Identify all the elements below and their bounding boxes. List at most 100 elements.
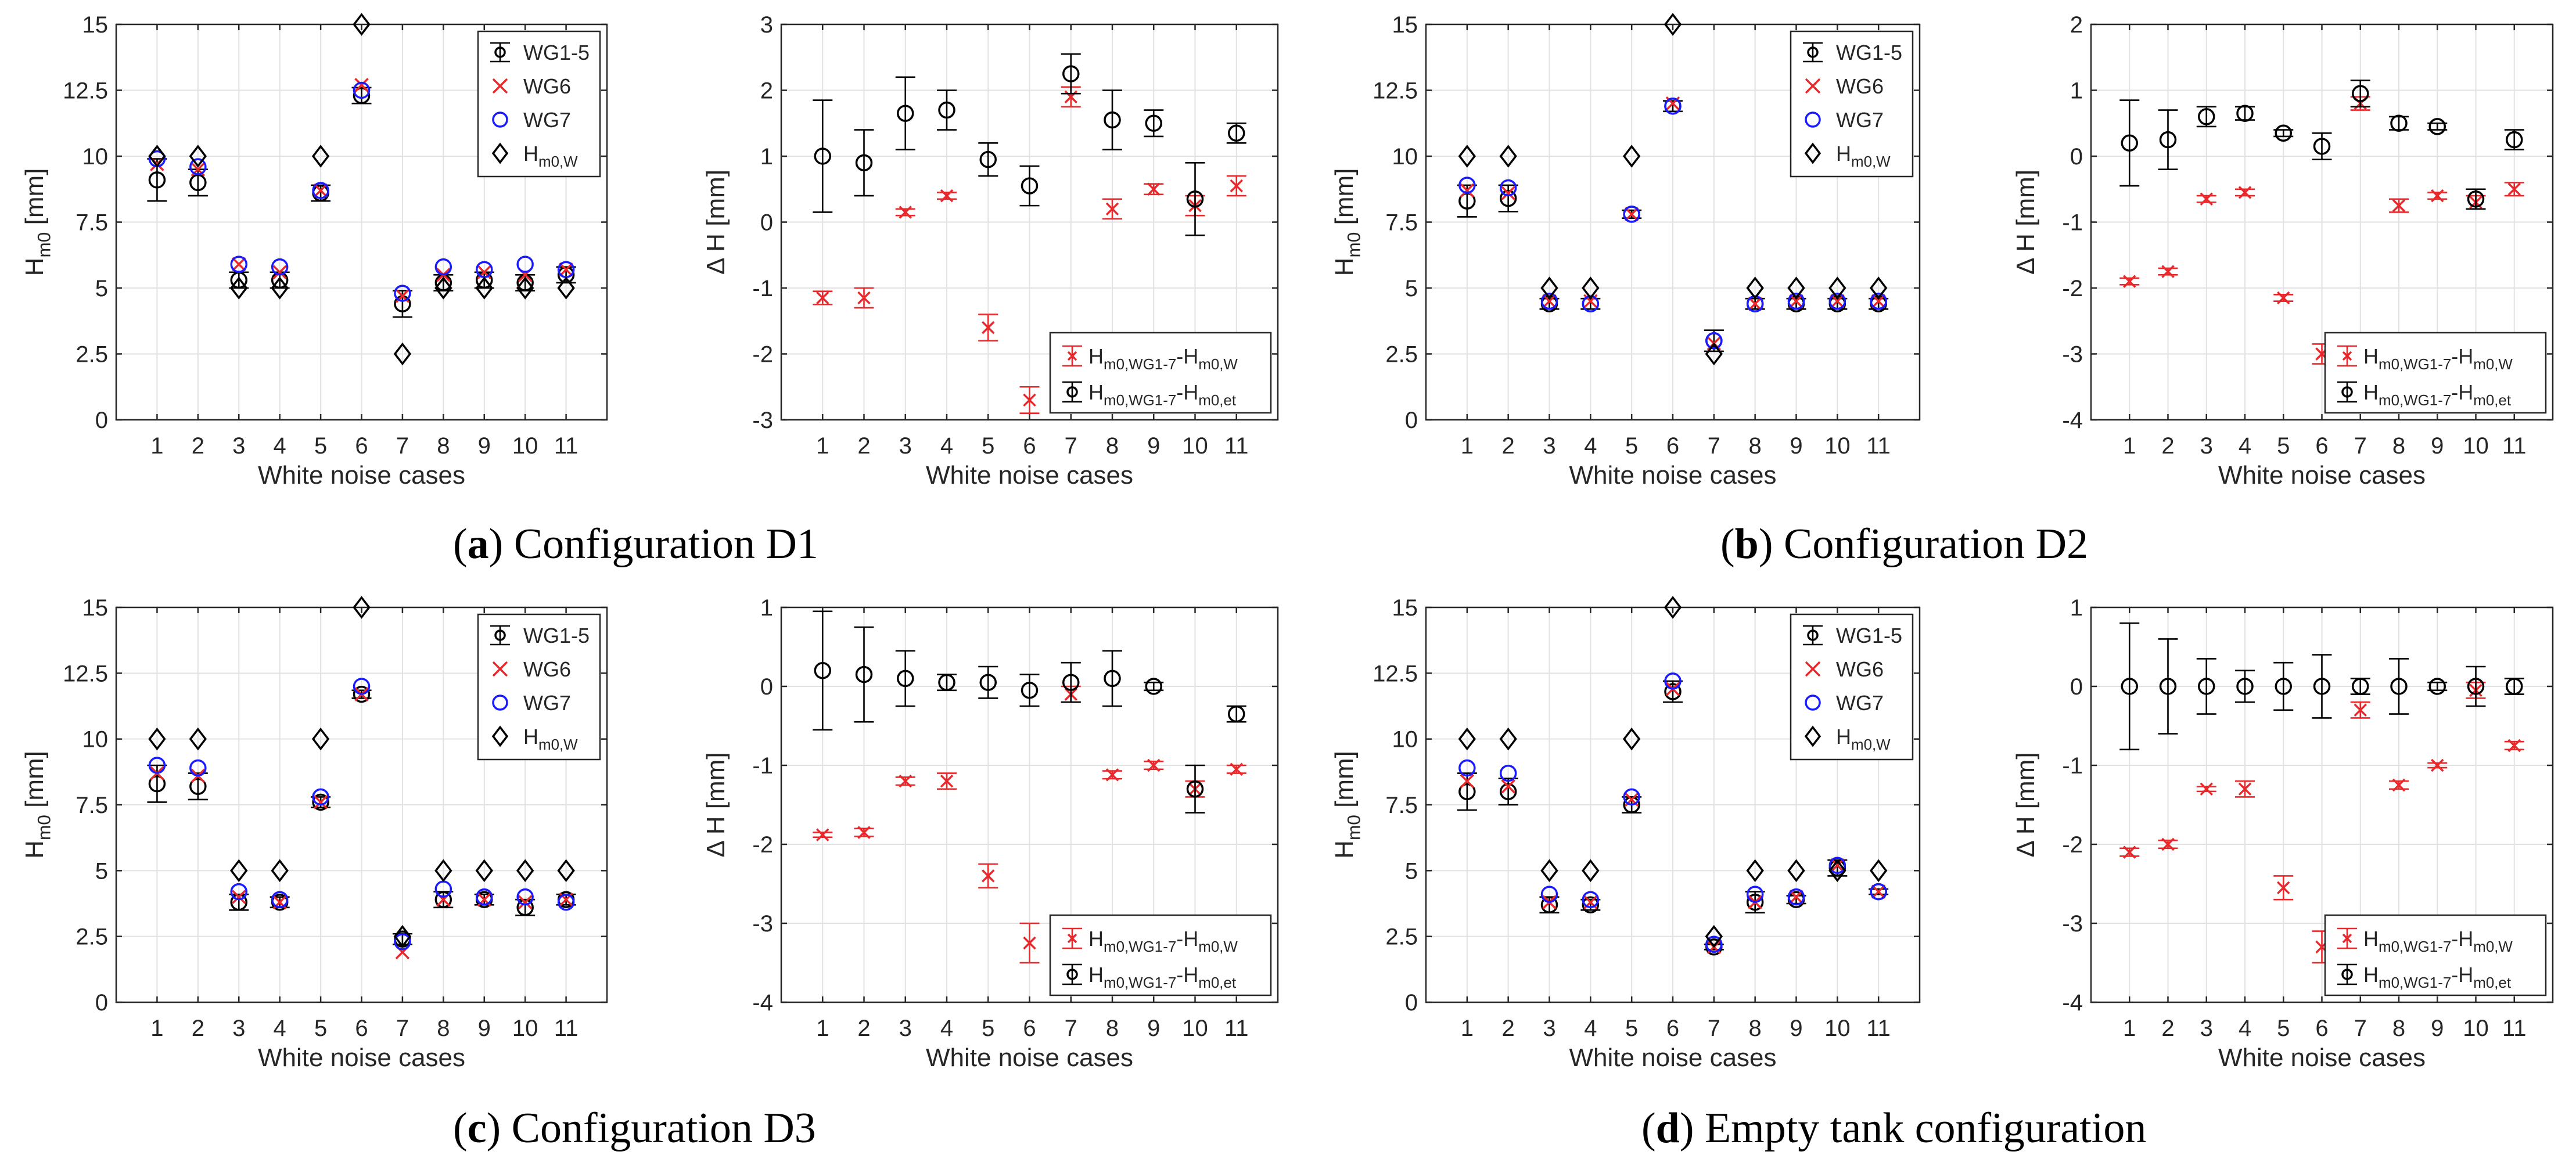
error-bar [937,89,957,131]
x-tick-label: 7 [1065,1016,1077,1041]
y-axis-label: Hm0 [mm] [1330,751,1364,859]
error-bar [978,142,998,177]
legend-label: Hm0,W​ [1836,725,1891,753]
caption-c: (c) Configuration D3 [453,1104,816,1152]
legend-label: Hm0,WG1-7​-Hm0,et​ [2363,380,2512,409]
caption-text: Empty tank configuration [1704,1104,2147,1152]
x-tick-label: 9 [1790,1016,1802,1041]
error-bar [813,99,833,213]
x-tick-label: 6 [1023,1016,1036,1041]
data-point [557,893,575,911]
y-tick-label: 12.5 [63,78,108,104]
caption-text: Configuration D3 [511,1104,816,1152]
data-point [394,933,411,951]
x-tick-label: 10 [2463,433,2489,459]
data-point [434,859,452,883]
data-point [353,13,371,36]
x-tick-label: 8 [437,1016,450,1041]
data-point [557,276,575,300]
data-point [899,206,912,219]
y-tick-label: 2.5 [76,342,108,368]
caption-d: (d) Empty tank configuration [1641,1104,2147,1152]
legend-label: WG7 [1836,691,1884,715]
data-point [230,883,247,901]
y-tick-label: -1 [752,753,773,779]
data-point [1501,186,1515,200]
data-point [816,828,829,841]
data-point [148,727,166,751]
data-point [1542,294,1557,308]
x-tick-label: 2 [1502,1016,1515,1041]
data-point [1460,773,1475,789]
x-axis-label: White noise cases [1569,1043,1776,1072]
data-point [979,150,997,168]
x-tick-label: 6 [1023,433,1036,459]
y-tick-label: -1 [752,276,773,301]
y-tick-label: 0 [1405,408,1418,433]
data-point [1871,294,1886,308]
x-tick-label: 2 [192,433,204,459]
x-tick-label: 11 [1866,433,1891,459]
data-point [2428,678,2446,695]
data-point [393,342,412,366]
x-tick-label: 4 [1584,1016,1597,1041]
data-point [1869,859,1888,883]
data-point [2200,782,2213,796]
x-axis-label: White noise cases [926,461,1133,490]
data-point [1458,177,1476,194]
data-point [1186,780,1204,798]
data-point [1623,796,1640,814]
data-point [940,189,954,203]
data-point [1870,883,1887,901]
data-point [311,145,330,168]
y-tick-label: 2 [2070,12,2083,38]
data-point [434,276,452,300]
x-tick-label: 1 [816,1016,829,1041]
x-tick-label: 7 [396,1016,409,1041]
data-point [1499,727,1517,751]
x-tick-label: 7 [2354,433,2367,459]
data-point [1458,727,1476,751]
x-tick-label: 4 [2239,1016,2251,1041]
data-point [1147,758,1161,772]
data-point [1228,124,1245,142]
data-point [1499,189,1517,207]
chart-panel-c-left: 1 2 3 4 5 6 7 8 9 10 11 0 2.5 5 7.5 10 12.5 15 White noise… [20,595,608,1072]
error-bar [2466,665,2486,707]
y-tick-label: 0 [95,408,108,433]
data-point [1499,145,1517,168]
x-tick-label: 10 [512,1016,538,1041]
data-point [557,266,575,284]
y-tick-label: 15 [82,595,109,621]
data-point [1664,672,1682,690]
data-point [189,759,207,777]
data-point [2198,108,2215,125]
data-point [271,258,289,276]
data-point [2342,933,2352,944]
y-tick-label: 7.5 [76,210,108,236]
caption-text: Configuration D1 [513,520,818,568]
x-tick-label: 9 [1147,433,1160,459]
data-point [516,899,534,916]
data-point [1746,859,1764,883]
x-tick-label: 5 [982,1016,994,1041]
data-point [230,859,248,883]
x-axis-label: White noise cases [258,461,465,490]
y-tick-label: 2 [760,78,773,104]
y-tick-label: 15 [1392,595,1418,621]
data-point [2428,118,2446,135]
data-point [2200,192,2213,206]
x-tick-label: 7 [1708,1016,1720,1041]
y-tick-label: 0 [95,990,108,1016]
legend-label: WG7 [523,691,571,715]
legend-label: Hm0,W​ [1836,142,1891,170]
y-tick-label: 7.5 [76,793,108,818]
x-tick-label: 8 [1749,433,1762,459]
y-axis-label: Δ H [mm] [2011,753,2040,858]
x-tick-label: 10 [1824,1016,1851,1041]
x-axis-label: White noise cases [2218,1043,2426,1072]
data-point [189,145,207,168]
data-point [189,158,207,175]
data-point [516,255,534,273]
y-tick-label: -3 [2062,342,2083,368]
